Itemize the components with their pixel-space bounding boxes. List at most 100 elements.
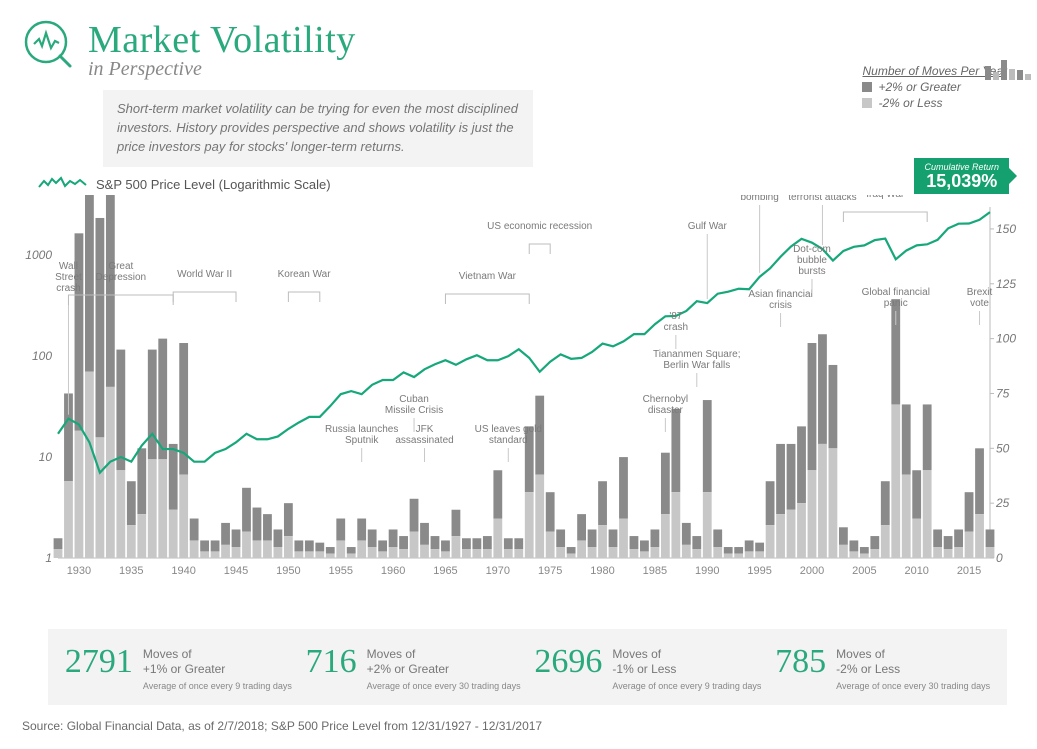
- bar-dn: [284, 536, 293, 558]
- x-tick: 2000: [800, 565, 824, 577]
- bar-dn: [965, 532, 974, 558]
- bar-up: [724, 547, 733, 554]
- bar-dn: [483, 549, 492, 558]
- x-tick: 1965: [433, 565, 457, 577]
- bar-dn: [54, 549, 63, 558]
- stat-desc: Moves of+1% or Greater: [143, 647, 292, 678]
- bar-up: [839, 527, 848, 545]
- bar-dn: [849, 551, 858, 558]
- bar-up: [661, 453, 670, 514]
- bar-up: [975, 448, 984, 514]
- bar-dn: [221, 545, 230, 558]
- bar-up: [933, 529, 942, 547]
- bar-up: [137, 448, 146, 514]
- stat-number: 2696: [534, 643, 602, 681]
- event-label: Depression: [96, 272, 147, 283]
- event-label: crisis: [769, 300, 792, 311]
- stat-number: 2791: [65, 643, 133, 681]
- bar-dn: [766, 525, 775, 558]
- y-right-tick: 25: [995, 496, 1010, 510]
- y-left-tick: 10: [39, 450, 53, 464]
- bar-dn: [776, 514, 785, 558]
- bar-dn: [818, 444, 827, 558]
- bar-dn: [640, 551, 649, 558]
- bar-dn: [232, 547, 241, 558]
- bar-up: [441, 540, 450, 551]
- event-label: Cuban: [399, 394, 428, 405]
- bar-dn: [724, 554, 733, 558]
- event-label: Great: [108, 261, 133, 272]
- y-left-tick: 100: [32, 349, 52, 363]
- bar-up: [221, 523, 230, 545]
- bar-dn: [661, 514, 670, 558]
- event-bracket: [529, 244, 550, 254]
- bar-dn: [148, 459, 157, 558]
- bar-dn: [609, 547, 618, 558]
- event-label: assassinated: [395, 435, 453, 446]
- stat-number: 716: [306, 643, 357, 681]
- bar-up: [127, 481, 136, 525]
- bar-up: [452, 510, 461, 536]
- event-label: Korean War: [278, 269, 332, 280]
- bar-up: [315, 543, 324, 552]
- stat-block: 716 Moves of+2% or Greater Average of on…: [306, 643, 521, 691]
- bar-dn: [954, 547, 963, 558]
- y-right-tick: 0: [996, 551, 1003, 565]
- bar-dn: [116, 470, 125, 558]
- bar-dn: [106, 387, 115, 558]
- bar-up: [556, 529, 565, 547]
- x-tick: 1935: [119, 565, 143, 577]
- legend-up-label: +2% or Greater: [878, 80, 960, 94]
- x-tick: 1970: [486, 565, 510, 577]
- bar-dn: [881, 525, 890, 558]
- bar-up: [734, 547, 743, 554]
- event-label: Wall: [59, 261, 78, 272]
- bar-up: [514, 538, 523, 549]
- bar-dn: [389, 547, 398, 558]
- event-label: JFK: [416, 424, 434, 435]
- x-tick: 1980: [590, 565, 614, 577]
- bar-dn: [923, 470, 932, 558]
- event-label: Gulf War: [688, 221, 728, 232]
- bar-dn: [179, 475, 188, 558]
- x-tick: 1940: [171, 565, 195, 577]
- bar-dn: [703, 492, 712, 558]
- legend-dn-label: -2% or Less: [878, 96, 942, 110]
- bar-dn: [452, 536, 461, 558]
- bar-dn: [294, 551, 303, 558]
- bar-dn: [902, 475, 911, 558]
- bar-dn: [75, 431, 84, 558]
- event-bracket: [68, 295, 173, 305]
- bar-up: [431, 536, 440, 549]
- event-label: Street: [55, 272, 82, 283]
- line-swatch-icon: [38, 175, 88, 193]
- bar-up: [619, 457, 628, 518]
- bar-dn: [525, 492, 534, 558]
- chart-svg: 1101001000025507510012515019301935194019…: [20, 195, 1020, 580]
- bar-dn: [546, 532, 555, 558]
- bar-dn: [755, 551, 764, 558]
- bar-up: [849, 540, 858, 551]
- bar-up: [776, 444, 785, 514]
- x-tick: 2010: [904, 565, 928, 577]
- event-label: Brexit: [967, 287, 993, 298]
- x-tick: 1990: [695, 565, 719, 577]
- bar-up: [609, 529, 618, 547]
- bar-dn: [808, 470, 817, 558]
- y-right-tick: 50: [996, 441, 1010, 455]
- event-label: Dot-com: [793, 244, 831, 255]
- bar-dn: [472, 549, 481, 558]
- bar-up: [818, 334, 827, 444]
- stats-panel: 2791 Moves of+1% or Greater Average of o…: [48, 629, 1007, 705]
- bar-dn: [347, 554, 356, 558]
- bar-dn: [944, 549, 953, 558]
- bar-up: [546, 492, 555, 531]
- y-right-tick: 125: [996, 277, 1016, 291]
- bar-up: [274, 529, 283, 547]
- bar-up: [148, 350, 157, 460]
- bar-dn: [336, 540, 345, 558]
- event-label: Vietnam War: [459, 271, 517, 282]
- bar-up: [902, 404, 911, 474]
- bar-dn: [860, 554, 869, 558]
- bar-up: [106, 195, 115, 387]
